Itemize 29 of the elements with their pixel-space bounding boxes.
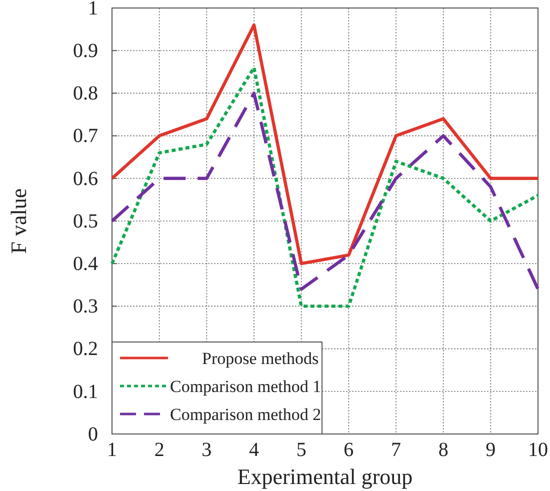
x-tick-label: 6 — [344, 439, 354, 462]
x-tick-label: 2 — [154, 439, 164, 462]
legend-label: Comparison method 2 — [170, 405, 322, 424]
y-tick-label: 0.9 — [73, 40, 98, 62]
x-tick-label: 1 — [107, 439, 117, 462]
x-tick-label: 4 — [249, 439, 259, 462]
y-tick-label: 0.6 — [73, 168, 98, 190]
x-tick-label: 5 — [296, 439, 306, 462]
x-tick-label: 3 — [202, 439, 212, 462]
y-tick-label: 0.1 — [73, 380, 98, 403]
x-tick-label: 9 — [486, 439, 496, 462]
y-tick-label: 0 — [88, 423, 98, 446]
legend-label: Comparison method 1 — [170, 377, 322, 396]
line-series — [110, 23, 540, 266]
legend-label: Propose methods — [202, 349, 319, 368]
y-tick-label: 0.2 — [73, 338, 98, 360]
y-tick-label: 0.4 — [73, 253, 98, 275]
x-tick-label: 10 — [528, 439, 548, 462]
y-tick-label: 0.5 — [73, 210, 98, 232]
line-series — [110, 66, 540, 308]
x-axis-title: Experimental group — [237, 464, 413, 489]
y-axis-title: F value — [6, 188, 31, 254]
y-tick-label: 0.8 — [73, 82, 98, 105]
y-tick-label: 0.3 — [73, 296, 98, 318]
line-series — [110, 92, 540, 291]
x-tick-label: 7 — [391, 439, 401, 462]
y-tick-label: 1 — [88, 0, 98, 20]
y-tick-label: 0.7 — [73, 125, 98, 148]
x-tick-label: 8 — [438, 439, 448, 462]
